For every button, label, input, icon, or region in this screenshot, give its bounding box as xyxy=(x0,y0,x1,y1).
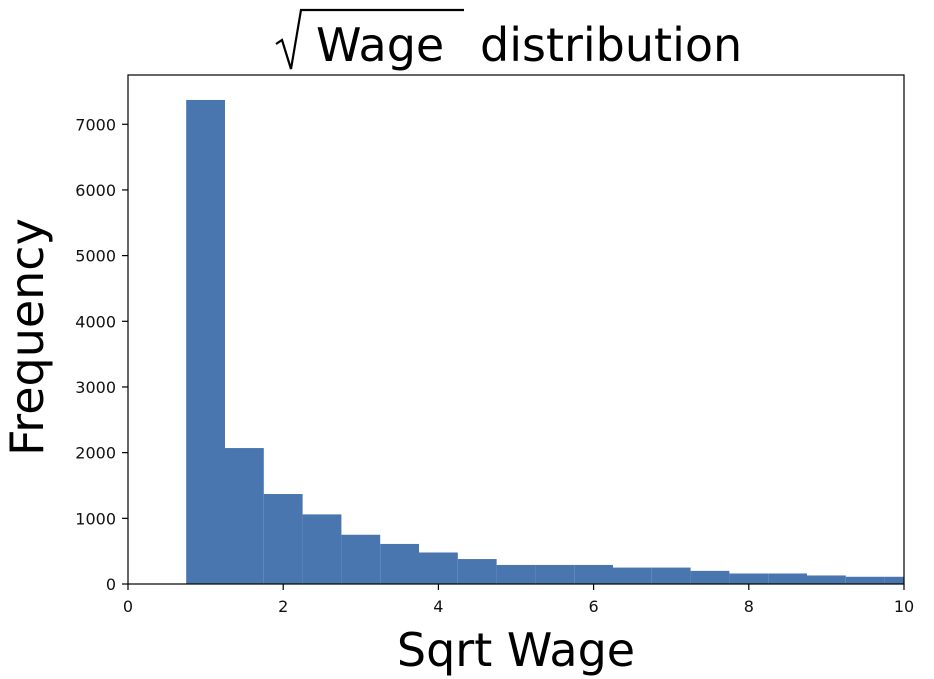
histogram-bar xyxy=(263,494,303,584)
y-tick-label: 4000 xyxy=(75,312,116,331)
y-tick-label: 7000 xyxy=(75,115,116,134)
y-axis: 0 1000 2000 3000 4000 5000 6000 7000 xyxy=(75,115,128,594)
x-axis: 0 2 4 6 8 10 xyxy=(123,584,914,616)
histogram-bar xyxy=(574,564,613,584)
histogram-bar xyxy=(807,575,846,584)
x-tick-label: 4 xyxy=(433,597,443,616)
plot-frame xyxy=(127,74,905,585)
histogram-bar xyxy=(457,559,497,584)
y-tick-label: 2000 xyxy=(75,444,116,463)
y-tick-label: 6000 xyxy=(75,181,116,200)
histogram-bar xyxy=(419,552,458,584)
histogram-bar xyxy=(341,534,381,584)
x-tick-label: 6 xyxy=(589,597,599,616)
histogram-bar xyxy=(225,448,264,584)
histogram-bar xyxy=(380,543,419,584)
y-tick-label: 1000 xyxy=(75,509,116,528)
y-tick-label: 5000 xyxy=(75,247,116,266)
histogram-bar xyxy=(845,576,885,584)
title-text: distribution xyxy=(480,18,742,72)
title-radical-text: Wage xyxy=(316,18,444,72)
radical-sign xyxy=(275,8,464,70)
x-axis-label: Sqrt Wage xyxy=(397,623,635,677)
histogram-bar xyxy=(884,576,904,584)
histogram-bar xyxy=(729,573,769,584)
y-tick-label: 0 xyxy=(106,575,116,594)
y-axis-label: Frequency xyxy=(0,218,54,456)
histogram-bar xyxy=(496,564,536,584)
x-tick-label: 8 xyxy=(744,597,754,616)
histogram-bar xyxy=(302,514,342,584)
x-tick-label: 10 xyxy=(894,597,914,616)
histogram-bar xyxy=(768,573,807,584)
x-tick-label: 2 xyxy=(278,597,288,616)
y-tick-label: 3000 xyxy=(75,378,116,397)
histogram-bar xyxy=(535,564,575,584)
histogram-bar xyxy=(690,570,730,584)
histogram-bar xyxy=(613,567,652,584)
chart-title: Wage distribution xyxy=(275,8,742,72)
histogram-bar xyxy=(651,567,691,584)
bar-group xyxy=(186,99,904,584)
histogram-bar xyxy=(186,99,225,584)
x-tick-label: 0 xyxy=(123,597,133,616)
